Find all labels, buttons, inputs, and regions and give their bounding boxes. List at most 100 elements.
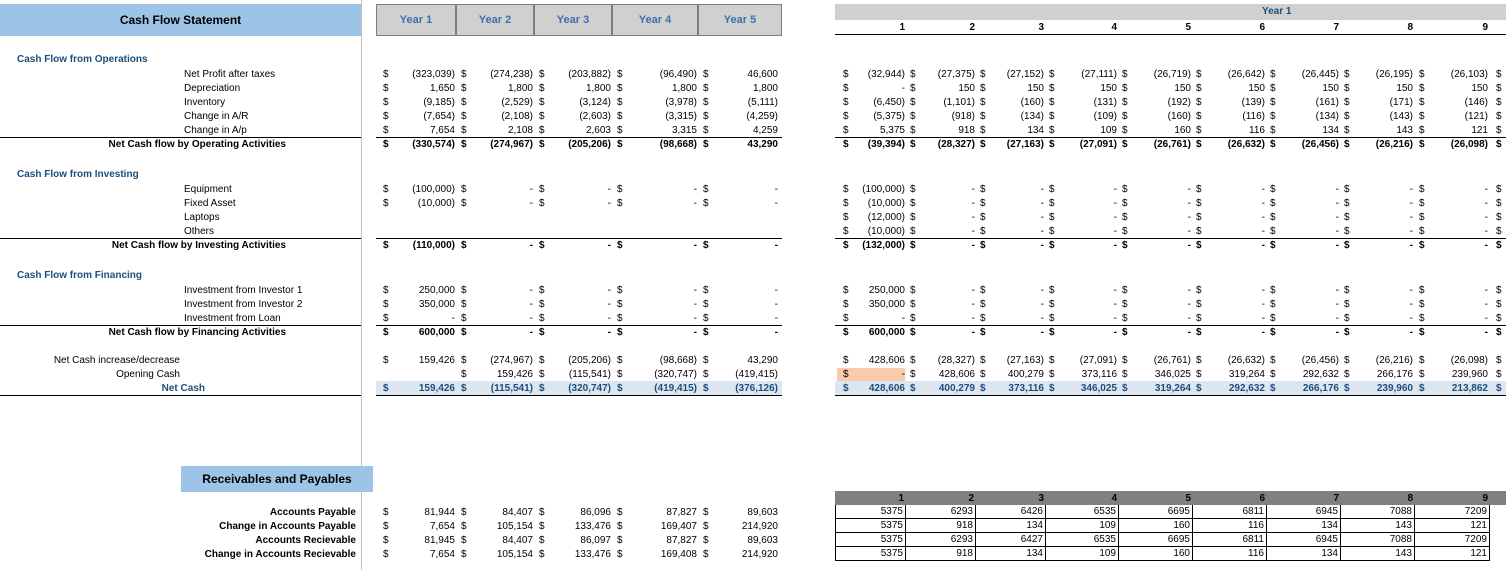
grid-cell[interactable]: 5375: [835, 547, 906, 561]
annual-value[interactable]: 4,259: [752, 125, 778, 136]
monthly-value[interactable]: (27,375): [937, 69, 975, 80]
annual-value[interactable]: -: [607, 327, 611, 338]
annual-value[interactable]: 169,407: [660, 521, 697, 532]
monthly-value[interactable]: -: [1040, 212, 1044, 223]
monthly-value[interactable]: (116): [1242, 111, 1265, 122]
annual-value[interactable]: -: [774, 299, 778, 310]
annual-value[interactable]: (3,124): [579, 97, 611, 108]
monthly-value[interactable]: (146): [1464, 97, 1488, 108]
monthly-value[interactable]: -: [1484, 313, 1488, 324]
monthly-value[interactable]: 350,000: [868, 299, 905, 310]
annual-value[interactable]: -: [607, 285, 611, 296]
monthly-value[interactable]: -: [1484, 198, 1488, 209]
monthly-value[interactable]: -: [1261, 285, 1265, 296]
monthly-value[interactable]: (918): [951, 111, 975, 122]
annual-value[interactable]: (3,315): [665, 111, 697, 122]
annual-value[interactable]: 7,654: [429, 125, 455, 136]
monthly-value[interactable]: 143: [1396, 125, 1413, 136]
grid-cell[interactable]: 116: [1193, 519, 1267, 533]
annual-value[interactable]: 105,154: [496, 521, 533, 532]
grid-cell[interactable]: 121: [1415, 519, 1490, 533]
monthly-value[interactable]: 134: [1027, 125, 1044, 136]
monthly-value[interactable]: (26,216): [1375, 139, 1413, 150]
annual-value[interactable]: 1,650: [429, 83, 455, 94]
grid-cell[interactable]: 109: [1046, 547, 1119, 561]
monthly-value[interactable]: (28,327): [937, 139, 975, 150]
grid-cell[interactable]: 116: [1193, 547, 1267, 561]
monthly-value[interactable]: -: [1040, 299, 1044, 310]
monthly-value[interactable]: -: [1484, 327, 1488, 338]
monthly-value[interactable]: -: [1187, 285, 1191, 296]
monthly-value[interactable]: (26,761): [1153, 139, 1191, 150]
annual-value[interactable]: -: [529, 313, 533, 324]
monthly-value[interactable]: 150: [1027, 83, 1044, 94]
selected-cell[interactable]: [837, 368, 905, 381]
monthly-value[interactable]: 400,279: [1007, 369, 1044, 380]
monthly-value[interactable]: (26,642): [1227, 69, 1265, 80]
monthly-value[interactable]: -: [901, 369, 905, 380]
annual-value[interactable]: 159,426: [496, 369, 533, 380]
annual-value[interactable]: 133,476: [574, 521, 611, 532]
monthly-value[interactable]: (26,103): [1450, 69, 1488, 80]
annual-value[interactable]: -: [693, 313, 697, 324]
annual-value[interactable]: -: [693, 285, 697, 296]
monthly-value[interactable]: 400,279: [938, 383, 975, 394]
annual-value[interactable]: -: [693, 240, 697, 251]
monthly-value[interactable]: (26,456): [1301, 139, 1339, 150]
grid-cell[interactable]: 6535: [1046, 533, 1119, 547]
monthly-value[interactable]: 150: [1471, 83, 1488, 94]
annual-value[interactable]: 86,097: [580, 535, 611, 546]
monthly-value[interactable]: (27,111): [1081, 69, 1117, 80]
monthly-value[interactable]: -: [971, 226, 975, 237]
monthly-value[interactable]: -: [1484, 299, 1488, 310]
monthly-value[interactable]: (131): [1093, 97, 1117, 108]
monthly-value[interactable]: 150: [1248, 83, 1265, 94]
monthly-value[interactable]: 373,116: [1081, 369, 1117, 380]
annual-value[interactable]: -: [774, 184, 778, 195]
annual-value[interactable]: 89,603: [747, 535, 778, 546]
monthly-value[interactable]: (27,091): [1079, 355, 1117, 366]
annual-value[interactable]: -: [607, 240, 611, 251]
annual-value[interactable]: (96,490): [659, 69, 697, 80]
annual-value[interactable]: 7,654: [429, 521, 455, 532]
monthly-value[interactable]: -: [1187, 212, 1191, 223]
annual-value[interactable]: 87,827: [666, 535, 697, 546]
grid-cell[interactable]: 7209: [1415, 533, 1490, 547]
annual-value[interactable]: 1,800: [752, 83, 778, 94]
monthly-value[interactable]: -: [971, 299, 975, 310]
monthly-value[interactable]: -: [971, 313, 975, 324]
annual-value[interactable]: 84,407: [502, 507, 533, 518]
annual-value[interactable]: 3,315: [671, 125, 697, 136]
annual-value[interactable]: 214,920: [741, 521, 778, 532]
grid-cell[interactable]: 6945: [1267, 533, 1341, 547]
monthly-value[interactable]: 150: [1322, 83, 1339, 94]
monthly-value[interactable]: -: [1187, 327, 1191, 338]
monthly-value[interactable]: 250,000: [868, 285, 905, 296]
month-col-header-4[interactable]: 4: [1111, 22, 1117, 33]
monthly-value[interactable]: (27,163): [1006, 355, 1044, 366]
monthly-value[interactable]: (1,101): [943, 97, 975, 108]
monthly-value[interactable]: -: [1409, 212, 1413, 223]
annual-value[interactable]: 159,426: [418, 383, 455, 394]
annual-value[interactable]: 2,108: [507, 125, 533, 136]
grid-cell[interactable]: 5375: [835, 533, 906, 547]
monthly-value[interactable]: 150: [958, 83, 975, 94]
monthly-value[interactable]: (121): [1464, 111, 1488, 122]
monthly-value[interactable]: (160): [1167, 111, 1191, 122]
monthly-value[interactable]: 918: [958, 125, 975, 136]
monthly-value[interactable]: (134): [1315, 111, 1339, 122]
year-header-1[interactable]: Year 1: [376, 4, 456, 36]
annual-value[interactable]: -: [529, 327, 533, 338]
annual-value[interactable]: 1,800: [585, 83, 611, 94]
monthly-value[interactable]: -: [1040, 198, 1044, 209]
monthly-value[interactable]: -: [1261, 327, 1265, 338]
monthly-value[interactable]: (27,091): [1079, 139, 1117, 150]
annual-value[interactable]: (2,108): [501, 111, 533, 122]
grid-cell[interactable]: 7209: [1415, 505, 1490, 519]
grid-cell[interactable]: 121: [1415, 547, 1490, 561]
grid-cell[interactable]: 134: [976, 519, 1046, 533]
monthly-value[interactable]: -: [1335, 327, 1339, 338]
grid-cell[interactable]: 7088: [1341, 533, 1415, 547]
monthly-value[interactable]: -: [1484, 285, 1488, 296]
monthly-value[interactable]: 346,025: [1080, 383, 1117, 394]
